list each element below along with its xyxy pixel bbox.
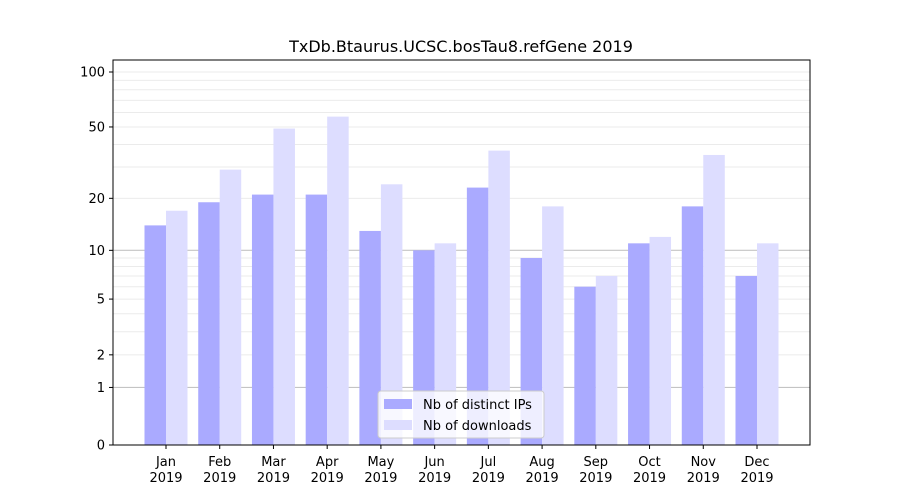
x-tick-label: Jul 2019 (472, 455, 505, 486)
x-tick-label: Dec 2019 (740, 455, 773, 486)
x-tick-label: May 2019 (364, 455, 397, 486)
bar-downloads (219, 169, 242, 445)
legend-label: Nb of downloads (423, 419, 532, 434)
bar-downloads (380, 184, 403, 445)
bar-distinct-ips (735, 275, 757, 445)
y-tick-label: 2 (97, 348, 105, 363)
y-tick-label: 1 (97, 381, 105, 396)
chart-title: TxDb.Btaurus.UCSC.bosTau8.refGene 2019 (288, 37, 633, 56)
y-tick-label: 20 (88, 192, 105, 207)
y-tick-label: 5 (97, 293, 105, 308)
y-tick-label: 10 (88, 244, 105, 259)
x-tick-label: Nov 2019 (687, 455, 720, 486)
bar-downloads (757, 243, 779, 445)
bar-distinct-ips (466, 187, 489, 445)
bar-distinct-ips (574, 286, 596, 445)
legend-swatch (384, 399, 412, 409)
x-tick-label: Sep 2019 (579, 455, 612, 486)
x-tick-label: Jun 2019 (418, 455, 451, 486)
bar-distinct-ips (628, 243, 650, 445)
x-tick-label: Aug 2019 (526, 455, 559, 486)
bar-distinct-ips (359, 230, 381, 445)
legend-box (377, 390, 545, 439)
bar-downloads (327, 116, 349, 446)
x-tick-label: Oct 2019 (633, 455, 666, 486)
plot-frame (112, 59, 811, 446)
x-tick-label: Mar 2019 (257, 455, 290, 486)
bar-distinct-ips (305, 194, 328, 445)
bar-downloads (649, 236, 672, 445)
bar-downloads (273, 128, 295, 445)
x-tick-label: Apr 2019 (311, 455, 344, 486)
bar-downloads (542, 206, 564, 445)
bar-distinct-ips (681, 206, 704, 445)
bar-downloads (166, 210, 188, 445)
x-tick-label: Feb 2019 (203, 455, 236, 486)
bar-distinct-ips (251, 194, 274, 445)
legend-swatch (384, 420, 412, 430)
bar-downloads (703, 154, 725, 445)
y-tick-label: 100 (80, 65, 105, 80)
x-tick-label: Jan 2019 (149, 455, 182, 486)
bar-downloads (488, 150, 510, 445)
y-tick-label: 50 (88, 120, 105, 135)
legend-label: Nb of distinct IPs (423, 398, 532, 413)
bar-distinct-ips (144, 225, 166, 445)
y-tick-label: 0 (97, 439, 105, 454)
bar-downloads (595, 275, 618, 445)
bar-distinct-ips (198, 202, 220, 445)
